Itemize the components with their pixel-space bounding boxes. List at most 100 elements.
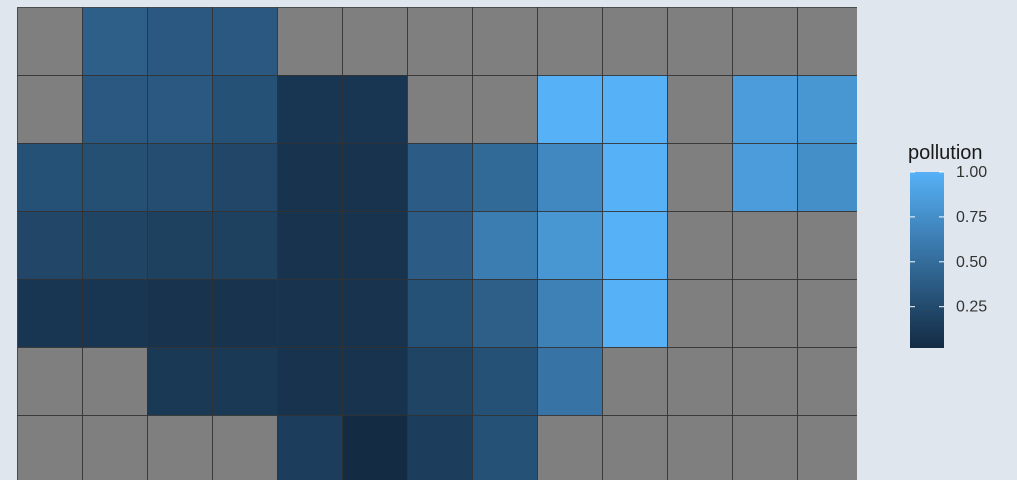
heatmap-cell xyxy=(342,211,408,280)
heatmap-cell xyxy=(407,143,473,212)
heatmap-cell-na xyxy=(797,211,857,280)
heatmap-cell xyxy=(212,279,278,348)
heatmap-cell xyxy=(147,279,213,348)
heatmap-cell-na xyxy=(732,347,798,416)
heatmap-cell-na xyxy=(147,415,213,480)
heatmap-cell xyxy=(602,211,668,280)
heatmap-cell xyxy=(212,347,278,416)
heatmap-cell xyxy=(342,143,408,212)
heatmap-cell xyxy=(277,347,343,416)
heatmap-cell xyxy=(277,143,343,212)
heatmap-cell-na xyxy=(17,75,83,144)
heatmap-cell-na xyxy=(407,75,473,144)
heatmap-cell xyxy=(212,211,278,280)
heatmap-cell xyxy=(277,415,343,480)
heatmap-cell xyxy=(602,75,668,144)
heatmap-cell-na xyxy=(797,347,857,416)
heatmap-cell xyxy=(82,211,148,280)
colorbar-legend: pollution 1.00 0.75 0.50 0.25 xyxy=(908,142,1008,352)
heatmap-cell-na xyxy=(537,415,603,480)
heatmap-cell xyxy=(472,143,538,212)
heatmap-cell-na xyxy=(17,347,83,416)
heatmap-cell xyxy=(472,211,538,280)
heatmap-cell xyxy=(472,415,538,480)
heatmap-cell xyxy=(147,75,213,144)
heatmap-cell-na xyxy=(82,415,148,480)
heatmap-cell xyxy=(472,279,538,348)
heatmap-cell xyxy=(537,347,603,416)
heatmap-cell-na xyxy=(667,7,733,76)
heatmap-cell-na xyxy=(472,7,538,76)
heatmap-cell xyxy=(732,75,798,144)
colorbar: 1.00 0.75 0.50 0.25 xyxy=(910,164,987,348)
heatmap-cell xyxy=(537,279,603,348)
heatmap-cell-na xyxy=(667,143,733,212)
legend-title: pollution xyxy=(908,142,983,164)
heatmap-cell-na xyxy=(797,415,857,480)
heatmap-cell-na xyxy=(667,347,733,416)
heatmap-cell xyxy=(82,279,148,348)
heatmap-cell xyxy=(602,279,668,348)
heatmap-cell xyxy=(342,279,408,348)
heatmap-cell xyxy=(147,347,213,416)
heatmap-cell xyxy=(212,7,278,76)
heatmap-cell-na xyxy=(602,347,668,416)
heatmap-cell xyxy=(212,143,278,212)
colorbar-tick-label: 1.00 xyxy=(956,164,987,181)
heatmap-cell xyxy=(407,415,473,480)
heatmap-cell xyxy=(732,143,798,212)
heatmap-cell xyxy=(147,7,213,76)
heatmap-cell-na xyxy=(732,211,798,280)
heatmap-cell xyxy=(82,143,148,212)
heatmap-cell xyxy=(277,211,343,280)
heatmap-cell xyxy=(407,347,473,416)
heatmap-cell xyxy=(342,75,408,144)
heatmap-cell xyxy=(407,279,473,348)
heatmap-cell xyxy=(82,75,148,144)
heatmap-cell xyxy=(797,75,857,144)
heatmap-cell-na xyxy=(17,7,83,76)
heatmap-cell xyxy=(277,279,343,348)
heatmap-cell-na xyxy=(732,415,798,480)
heatmap-cell-na xyxy=(667,415,733,480)
heatmap-cell-na xyxy=(797,279,857,348)
heatmap-cell xyxy=(797,143,857,212)
heatmap-cell xyxy=(17,143,83,212)
heatmap-cell xyxy=(602,143,668,212)
heatmap-cell-na xyxy=(602,7,668,76)
colorbar-tick-label: 0.50 xyxy=(956,254,987,271)
heatmap-panel xyxy=(17,7,857,480)
heatmap-cell xyxy=(537,75,603,144)
heatmap-cell-na xyxy=(407,7,473,76)
heatmap-cell-na xyxy=(602,415,668,480)
heatmap-grid xyxy=(17,7,857,480)
heatmap-cell xyxy=(342,415,408,480)
colorbar-tick-label: 0.75 xyxy=(956,209,987,226)
heatmap-cell xyxy=(277,75,343,144)
heatmap-cell xyxy=(472,347,538,416)
heatmap-cell xyxy=(537,143,603,212)
heatmap-cell xyxy=(407,211,473,280)
heatmap-cell-na xyxy=(342,7,408,76)
colorbar-tick-label: 0.25 xyxy=(956,299,987,316)
heatmap-cell-na xyxy=(667,211,733,280)
heatmap-cell xyxy=(212,75,278,144)
heatmap-cell-na xyxy=(82,347,148,416)
heatmap-cell xyxy=(147,143,213,212)
heatmap-cell-na xyxy=(472,75,538,144)
heatmap-cell xyxy=(147,211,213,280)
colorbar-gradient xyxy=(910,172,944,348)
heatmap-cell-na xyxy=(17,415,83,480)
heatmap-cell xyxy=(82,7,148,76)
heatmap-cell-na xyxy=(667,279,733,348)
heatmap-cell-na xyxy=(212,415,278,480)
heatmap-cell-na xyxy=(277,7,343,76)
heatmap-cell-na xyxy=(732,279,798,348)
heatmap-cell-na xyxy=(667,75,733,144)
heatmap-cell-na xyxy=(537,7,603,76)
heatmap-cell xyxy=(17,279,83,348)
heatmap-cell-na xyxy=(732,7,798,76)
heatmap-cell xyxy=(342,347,408,416)
heatmap-cell-na xyxy=(797,7,857,76)
heatmap-cell xyxy=(17,211,83,280)
